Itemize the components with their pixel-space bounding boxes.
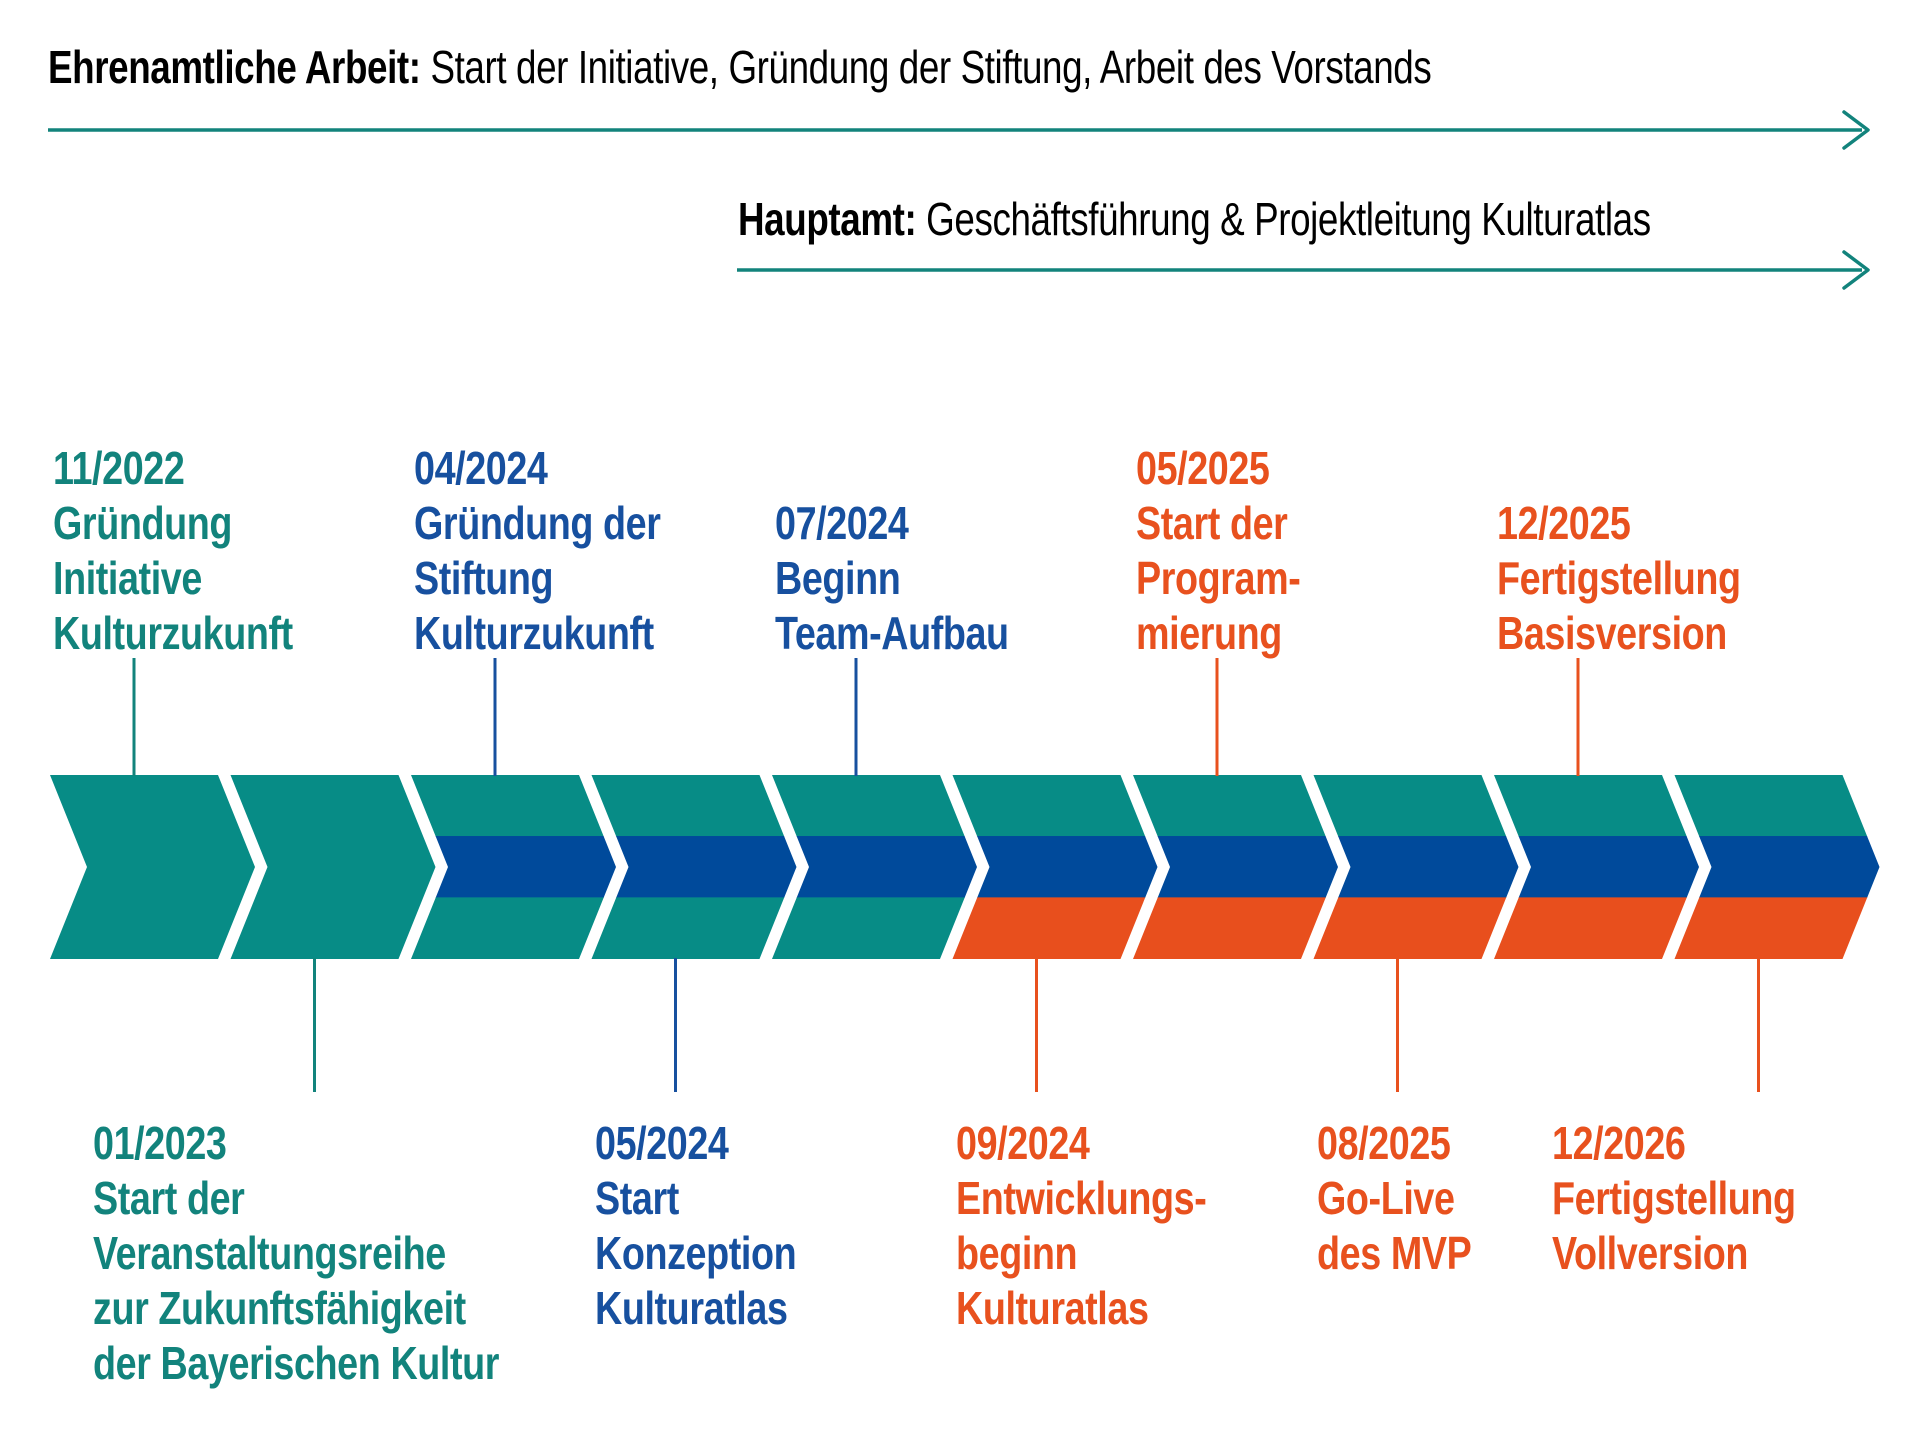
milestone-12/2026: 12/2026 Fertigstellung Vollversion — [1552, 1116, 1796, 1281]
milestone-date: 01/2023 — [93, 1117, 227, 1169]
chevron-9-band-teal — [1494, 775, 1699, 837]
chevron-6-band-teal — [952, 775, 1158, 837]
milestone-connectors — [132, 658, 1760, 1092]
chevron-segment-8 — [1313, 775, 1519, 959]
milestone-text-line: Team-Aufbau — [775, 607, 1009, 659]
chevron-1-band-teal — [50, 775, 255, 959]
milestone-05/2025: 05/2025 Start der Program-mierung — [1136, 441, 1301, 661]
milestone-text-line: Program- — [1136, 552, 1301, 604]
chevron-4-band-blue — [591, 836, 797, 898]
phase-heading-hauptamt-bold: Hauptamt: — [738, 193, 917, 245]
milestone-text-line: der Bayerischen Kultur — [93, 1337, 500, 1389]
milestone-date: 04/2024 — [414, 442, 548, 494]
milestone-text-line: Beginn — [775, 552, 901, 604]
hauptamt-arrow-head-icon — [1842, 250, 1870, 290]
chevron-5-band-blue — [772, 836, 977, 898]
milestone-date: 05/2024 — [594, 1117, 729, 1169]
milestone-text-line: Start der — [1136, 497, 1288, 549]
milestone-text-line: Go-Live — [1316, 1172, 1455, 1224]
milestone-text-line: Fertigstellung — [1552, 1172, 1796, 1224]
phase-heading-ehrenamt-rest: Start der Initiative, Gründung der Stift… — [420, 41, 1432, 93]
milestone-11/2022: 11/2022 Gründung Initiative Kulturzukunft — [53, 441, 293, 661]
milestone-text-line: Initiative — [53, 552, 202, 604]
chevron-8-band-teal — [1313, 775, 1519, 837]
milestone-date: 05/2025 — [1136, 442, 1270, 494]
milestone-date: 08/2025 — [1316, 1117, 1451, 1169]
milestone-text-line: Stiftung — [414, 552, 554, 604]
milestone-12/2025: 12/2025 Fertigstellung Basisversion — [1497, 496, 1741, 661]
phase-heading-ehrenamt: Ehrenamtliche Arbeit: Start der Initiati… — [48, 40, 1432, 95]
chevron-6-band-blue — [952, 836, 1158, 898]
chevron-8-band-orange — [1313, 897, 1519, 959]
chevron-segment-4 — [591, 775, 797, 959]
chevron-segment-3 — [411, 775, 616, 959]
milestone-date: 11/2022 — [53, 442, 185, 494]
chevron-2-band-teal — [230, 775, 436, 959]
ehrenamt-arrow-head-icon — [1842, 110, 1870, 150]
chevron-band — [50, 775, 1880, 959]
milestone-date: 09/2024 — [955, 1117, 1090, 1169]
milestone-04/2024: 04/2024 Gründung der Stiftung Kulturzukunft — [414, 441, 661, 661]
milestone-text-line: Start — [594, 1172, 679, 1224]
milestone-text-line: Kulturatlas — [955, 1282, 1149, 1334]
milestone-07/2024: 07/2024 Beginn Team-Aufbau — [775, 496, 1009, 661]
chevron-4-band-teal — [591, 897, 797, 959]
chevron-segment-7 — [1133, 775, 1338, 959]
milestone-text-line: Kulturatlas — [594, 1282, 788, 1334]
phase-heading-hauptamt-rest: Geschäftsführung & Projektleitung Kultur… — [916, 193, 1651, 245]
chevron-9-band-orange — [1494, 897, 1699, 959]
chevron-10-band-orange — [1674, 897, 1880, 959]
chevron-3-band-teal — [411, 897, 616, 959]
milestone-05/2024: 05/2024 Start Konzeption Kulturatlas — [594, 1116, 797, 1336]
chevron-segment-2 — [230, 775, 436, 959]
chevron-segment-5 — [772, 775, 977, 959]
chevron-5-band-teal — [772, 775, 977, 837]
milestone-text-line: Vollversion — [1552, 1227, 1749, 1279]
chevron-10-band-blue — [1674, 836, 1880, 898]
milestone-01/2023: 01/2023 Start der Veranstaltungsreihe zur Z… — [93, 1116, 499, 1391]
milestone-text-line: Basisversion — [1497, 607, 1727, 659]
chevron-5-band-teal — [772, 897, 977, 959]
milestone-08/2025: 08/2025 Go-Live des MVP — [1316, 1116, 1472, 1281]
chevron-segment-9 — [1494, 775, 1699, 959]
chevron-8-band-blue — [1313, 836, 1519, 898]
milestone-text-line: Konzeption — [594, 1227, 797, 1279]
milestone-text-line: mierung — [1136, 607, 1282, 659]
milestone-text-line: Fertigstellung — [1497, 552, 1741, 604]
chevron-7-band-orange — [1133, 897, 1338, 959]
chevron-3-band-blue — [411, 836, 616, 898]
milestone-text-line: beginn — [955, 1227, 1078, 1279]
chevron-6-band-orange — [952, 897, 1158, 959]
milestone-text-line: Start der — [93, 1172, 245, 1224]
milestone-date: 12/2026 — [1552, 1117, 1686, 1169]
chevron-7-band-blue — [1133, 836, 1338, 898]
milestone-text-line: Entwicklungs- — [955, 1172, 1207, 1224]
milestone-date: 07/2024 — [775, 497, 909, 549]
milestone-text-line: zur Zukunftsfähigkeit — [93, 1282, 466, 1334]
milestone-text-line: Veranstaltungsreihe — [93, 1227, 446, 1279]
chevron-3-band-teal — [411, 775, 616, 837]
milestone-text-line: Gründung der — [414, 497, 661, 549]
chevron-10-band-teal — [1674, 775, 1880, 837]
milestone-date: 12/2025 — [1497, 497, 1631, 549]
chevron-segment-1 — [50, 775, 255, 959]
milestone-text-line: Kulturzukunft — [53, 607, 293, 659]
chevron-7-band-teal — [1133, 775, 1338, 837]
phase-heading-hauptamt: Hauptamt: Geschäftsführung & Projektleit… — [738, 192, 1651, 247]
milestone-text-line: Gründung — [53, 497, 232, 549]
milestone-text-line: Kulturzukunft — [414, 607, 654, 659]
chevron-9-band-blue — [1494, 836, 1699, 898]
milestone-text-line: des MVP — [1316, 1227, 1472, 1279]
phase-heading-ehrenamt-bold: Ehrenamtliche Arbeit: — [48, 41, 421, 93]
milestone-09/2024: 09/2024 Entwicklungs-beginn Kulturatlas — [955, 1116, 1207, 1336]
chevron-4-band-teal — [591, 775, 797, 837]
chevron-segment-10 — [1674, 775, 1880, 959]
chevron-segment-6 — [952, 775, 1158, 959]
